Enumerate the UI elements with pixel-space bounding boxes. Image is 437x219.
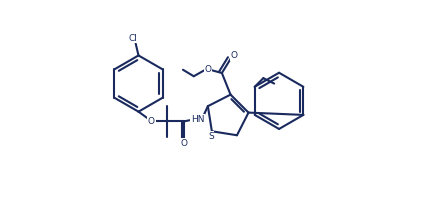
Text: O: O — [148, 117, 155, 126]
Text: O: O — [205, 65, 212, 74]
Text: O: O — [180, 138, 187, 148]
Text: Cl: Cl — [128, 34, 137, 43]
Text: HN: HN — [191, 115, 205, 124]
Text: S: S — [208, 132, 214, 141]
Text: O: O — [230, 51, 237, 60]
